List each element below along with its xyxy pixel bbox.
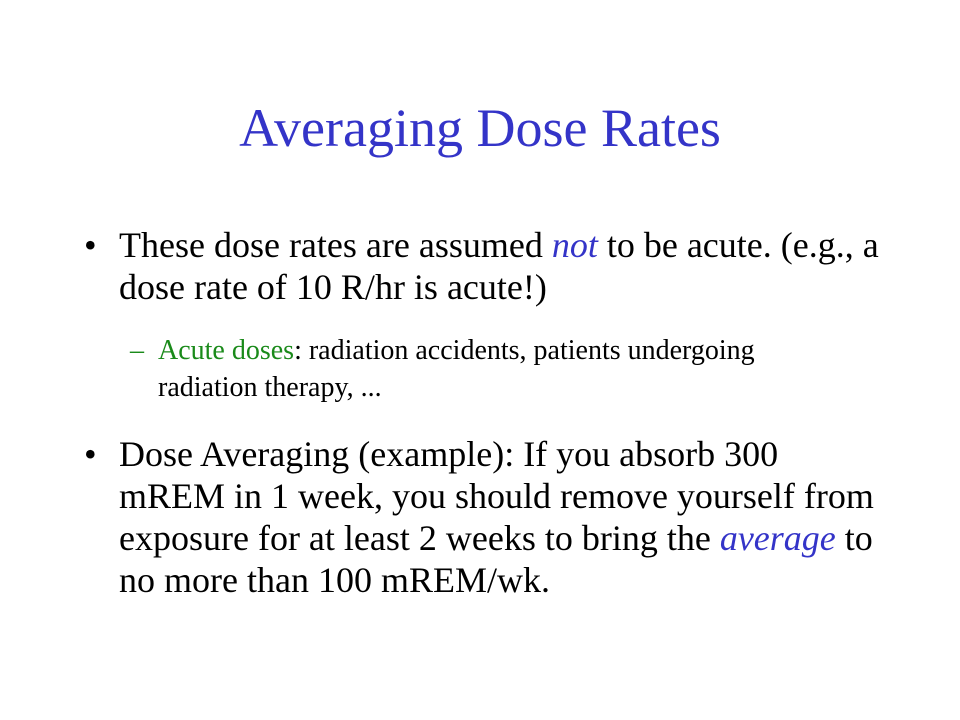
bullet-text-post: to be acute. (e.g., a dose rate of 10 R/…	[119, 225, 879, 307]
bullet-text-post: to no more than 100 mREM/wk.	[119, 518, 873, 600]
bullet-marker: •	[84, 434, 97, 474]
bullet-text: These dose rates are assumed not to be a…	[119, 224, 884, 308]
bullet-text: Dose Averaging (example): If you absorb …	[119, 433, 884, 601]
bullet-marker: •	[84, 225, 97, 265]
sub-bullet-marker: –	[130, 335, 144, 366]
acute-doses-highlight: Acute doses	[158, 335, 295, 366]
bullet-dose-rates-not-acute: • These dose rates are assumed not to be…	[84, 224, 884, 308]
sub-bullet-text-post: : radiation accidents, patients undergoi…	[158, 335, 755, 403]
bullet-dose-averaging: • Dose Averaging (example): If you absor…	[84, 433, 884, 601]
bullet-text-pre: Dose Averaging (example): If you absorb …	[119, 434, 874, 558]
sub-bullet-text: Acute doses: radiation accidents, patien…	[158, 332, 850, 406]
emphasis-not: not	[551, 225, 598, 265]
emphasis-average: average	[719, 518, 836, 558]
slide-title: Averaging Dose Rates	[239, 98, 721, 158]
sub-bullet-acute-doses: – Acute doses: radiation accidents, pati…	[130, 332, 850, 406]
bullet-text-pre: These dose rates are assumed	[119, 225, 552, 265]
